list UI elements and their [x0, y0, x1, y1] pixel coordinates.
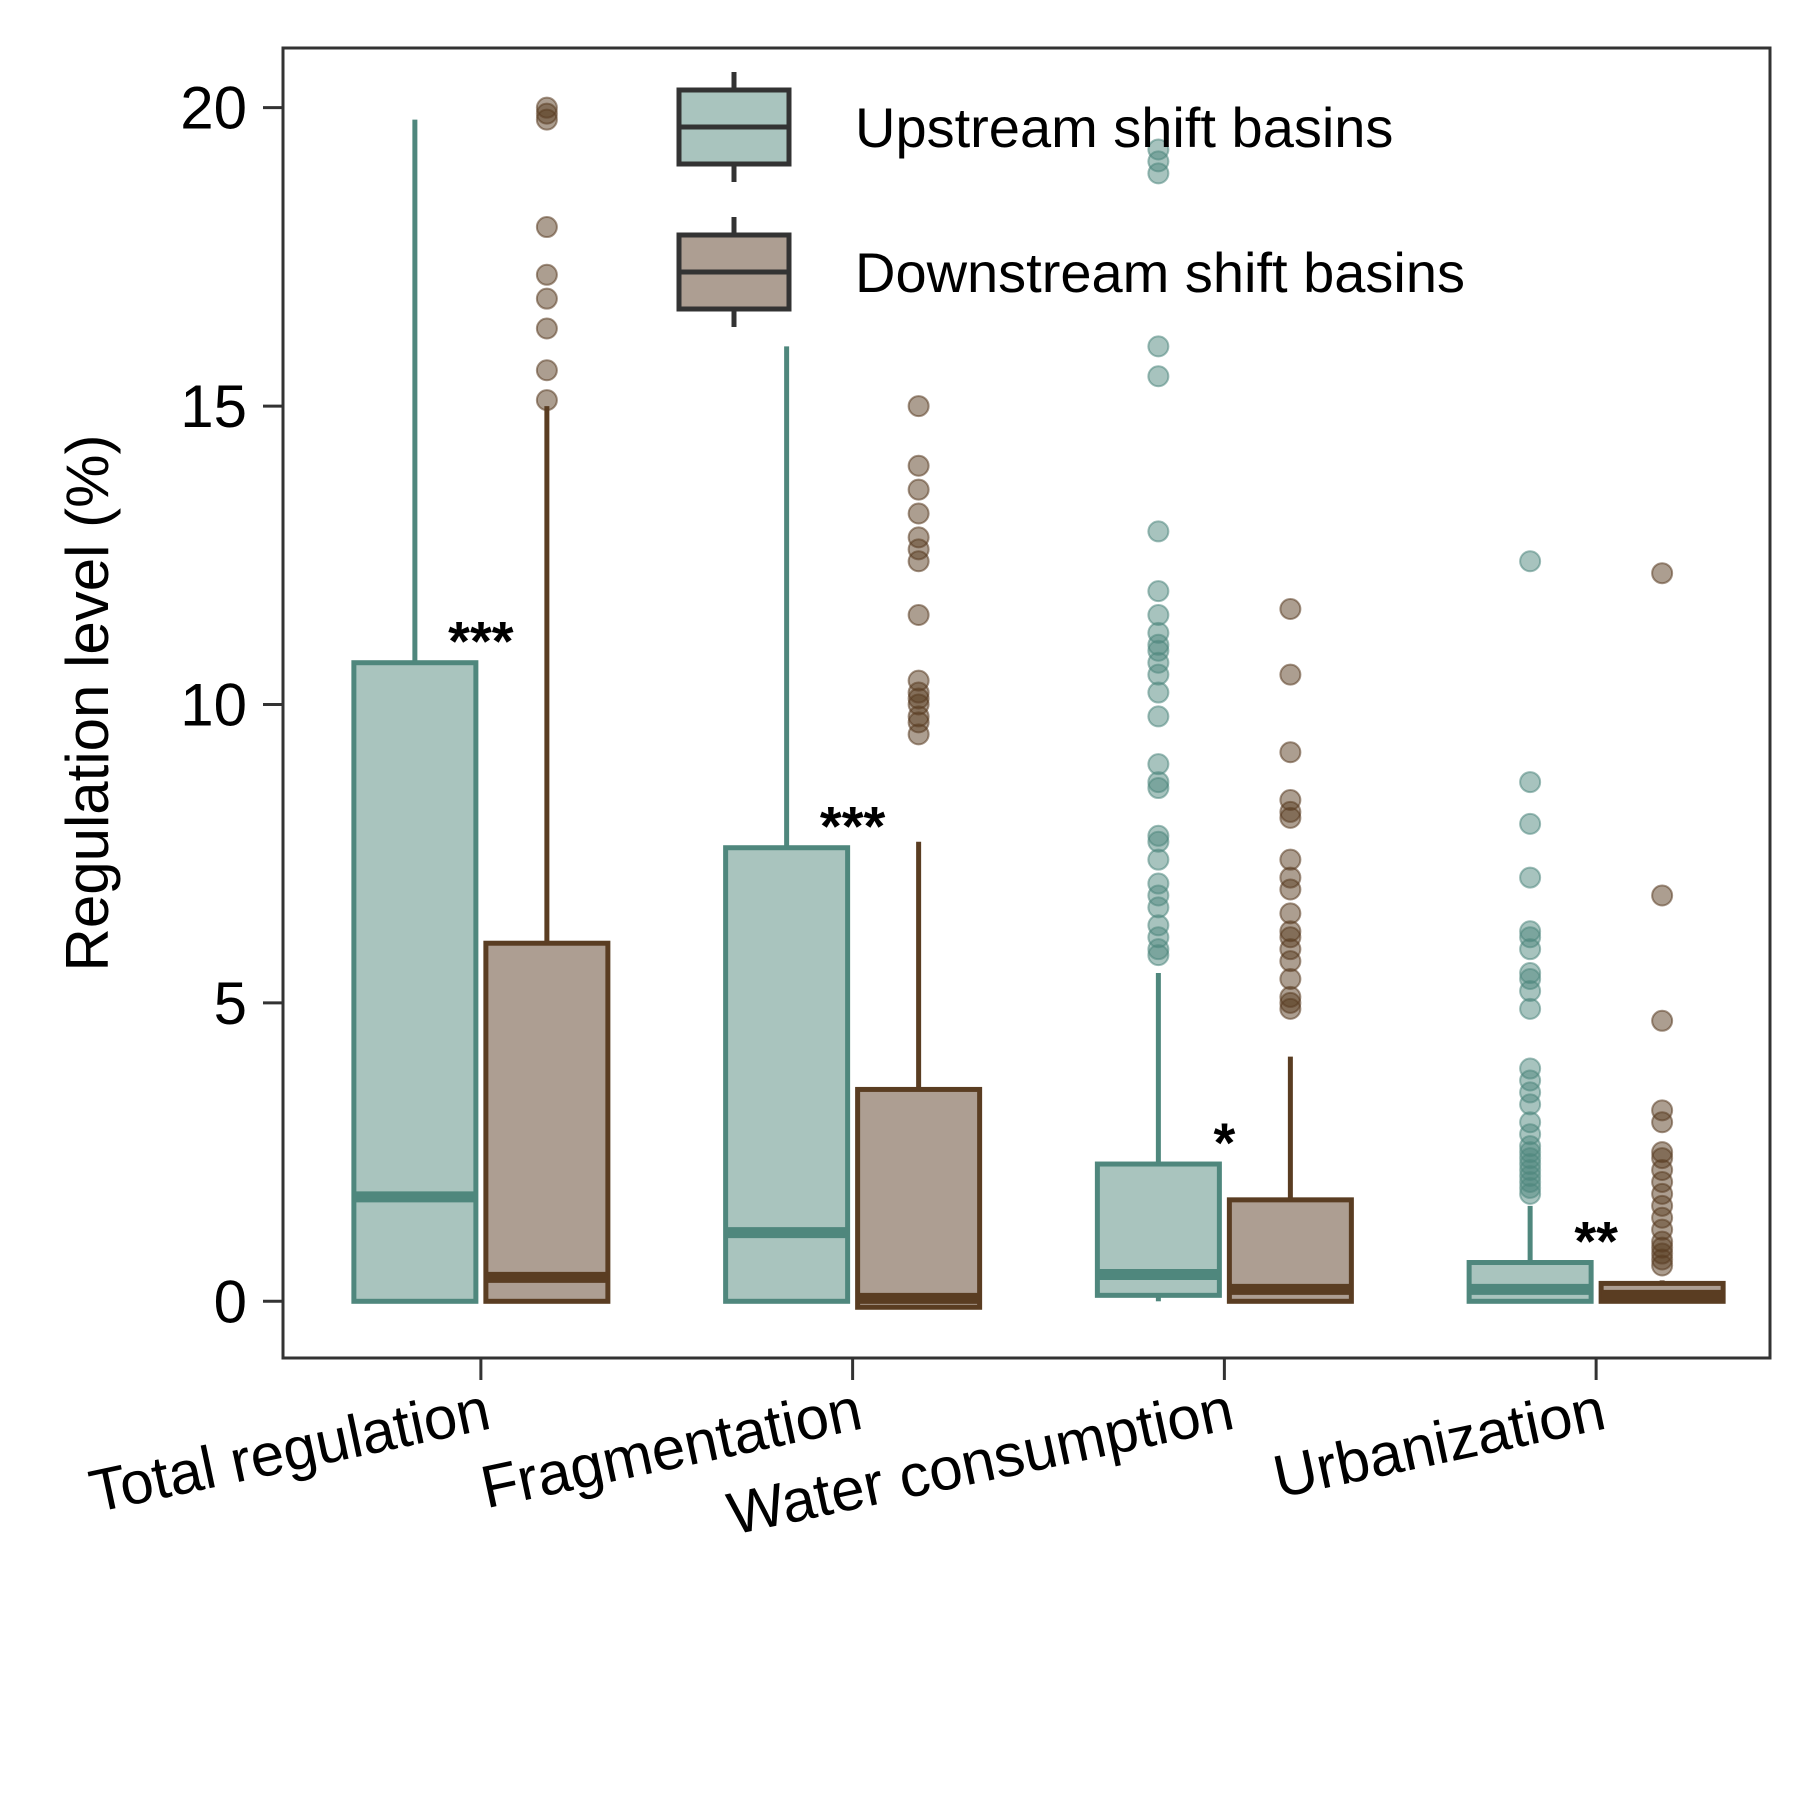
legend-key-downstream — [676, 217, 792, 327]
outlier-point — [1147, 872, 1170, 895]
legend-label: Upstream shift basins — [855, 96, 1393, 159]
box-downstream — [1226, 598, 1354, 1304]
box-upstream — [1466, 550, 1594, 1304]
box-downstream — [855, 395, 983, 1310]
outlier-point — [1147, 580, 1170, 603]
box-downstream — [1598, 562, 1726, 1304]
outlier-point — [907, 603, 930, 626]
box-upstream — [723, 346, 851, 1304]
outlier-point — [1279, 788, 1302, 811]
outlier-point — [1651, 1009, 1674, 1032]
outlier-point — [1519, 866, 1542, 889]
box-body — [351, 660, 479, 1304]
outlier-point — [1147, 335, 1170, 358]
outlier-point — [1651, 1141, 1674, 1164]
outlier-point — [1519, 920, 1542, 943]
box-upstream — [351, 119, 479, 1304]
outlier-point — [1651, 1099, 1674, 1122]
outlier-point — [1519, 962, 1542, 985]
x-tick-label: Total regulation — [84, 1375, 496, 1525]
outlier-point — [1147, 753, 1170, 776]
y-tick-label: 5 — [214, 970, 247, 1037]
outlier-point — [1519, 771, 1542, 794]
box-upstream — [1094, 138, 1222, 1302]
legend-key-upstream — [676, 72, 792, 182]
outlier-point — [1147, 520, 1170, 543]
significance-marker: *** — [820, 795, 886, 858]
y-axis: 0 5 10 15 20 — [180, 75, 283, 1335]
outlier-point — [535, 359, 558, 382]
outlier-point — [1279, 598, 1302, 621]
outlier-point — [907, 395, 930, 418]
y-tick-label: 10 — [180, 671, 247, 738]
outlier-point — [907, 502, 930, 525]
outlier-point — [1279, 902, 1302, 925]
box-body — [723, 845, 851, 1304]
outlier-point — [1147, 824, 1170, 847]
data-layer: ********* — [351, 96, 1726, 1310]
legend-label: Downstream shift basins — [855, 241, 1465, 304]
outlier-point — [1279, 741, 1302, 764]
outlier-point — [1147, 138, 1170, 161]
outlier-point — [1519, 1057, 1542, 1080]
significance-marker: *** — [448, 610, 514, 673]
outlier-point — [535, 317, 558, 340]
outlier-point — [907, 526, 930, 549]
y-tick-label: 15 — [180, 373, 247, 440]
outlier-point — [1651, 562, 1674, 585]
box-body — [855, 1086, 983, 1310]
outlier-point — [535, 389, 558, 412]
x-tick-label: Urbanization — [1267, 1375, 1610, 1511]
outlier-point — [907, 669, 930, 692]
outlier-point — [535, 287, 558, 310]
significance-marker: * — [1213, 1111, 1235, 1174]
y-tick-label: 20 — [180, 75, 247, 142]
outlier-point — [1279, 848, 1302, 871]
outlier-point — [535, 216, 558, 239]
outlier-point — [535, 263, 558, 286]
outlier-point — [1519, 812, 1542, 835]
box-downstream — [483, 96, 611, 1304]
outlier-point — [907, 478, 930, 501]
outlier-point — [1147, 705, 1170, 728]
outlier-point — [907, 454, 930, 477]
outlier-point — [1147, 365, 1170, 388]
outlier-point — [1147, 603, 1170, 626]
y-axis-title: Regulation level (%) — [54, 435, 121, 972]
outlier-point — [1651, 884, 1674, 907]
box-body — [483, 940, 611, 1304]
outlier-point — [535, 96, 558, 119]
significance-marker: ** — [1574, 1210, 1618, 1273]
box-body — [1466, 1260, 1594, 1304]
legend: Upstream shift basins Downstream shift ba… — [676, 72, 1465, 327]
y-tick-label: 0 — [214, 1268, 247, 1335]
outlier-point — [1279, 663, 1302, 686]
outlier-point — [1519, 550, 1542, 573]
